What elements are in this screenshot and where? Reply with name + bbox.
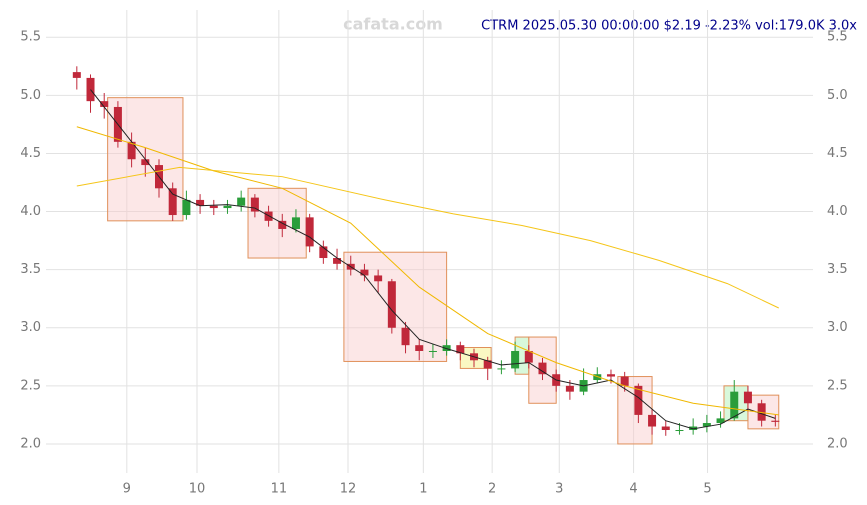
candle-body <box>196 199 205 206</box>
candle-body <box>291 217 300 229</box>
candle-body <box>730 391 739 419</box>
candle-body <box>757 403 766 421</box>
y-tick-label-right: 5.0 <box>827 88 848 103</box>
y-tick-label: 5.5 <box>20 30 41 45</box>
chart-title: CTRM 2025.05.30 00:00:00 $2.19 -2.23% vo… <box>481 19 857 34</box>
x-tick-label: 12 <box>340 482 357 497</box>
y-tick-label: 4.5 <box>20 146 41 161</box>
candle-body <box>648 414 657 427</box>
y-tick-label: 5.0 <box>20 88 41 103</box>
candle-body <box>689 426 698 431</box>
x-tick-label: 2 <box>488 482 496 497</box>
x-tick-label: 1 <box>419 482 427 497</box>
candle-body <box>538 362 547 375</box>
candle-body <box>593 374 602 381</box>
candle-body <box>305 217 314 247</box>
candle-body <box>141 159 150 166</box>
candle-body <box>250 197 259 212</box>
y-tick-label-right: 5.5 <box>827 30 848 45</box>
moving-average <box>90 89 776 430</box>
candle-body <box>72 72 81 78</box>
candle-body <box>771 420 780 422</box>
candle-body <box>428 350 437 352</box>
candle-body <box>237 197 246 206</box>
moving-average <box>76 166 779 309</box>
candle-body <box>524 350 533 363</box>
y-tick-label-right: 4.0 <box>827 204 848 219</box>
candle-body <box>264 211 273 221</box>
candle-body <box>209 205 218 209</box>
candle-body <box>620 376 629 386</box>
candle-body <box>716 418 725 424</box>
x-tick-label: 5 <box>703 482 711 497</box>
candle-body <box>661 426 670 431</box>
x-tick-label: 11 <box>271 482 288 497</box>
candle-body <box>483 360 492 369</box>
x-tick-label: 10 <box>189 482 206 497</box>
candle-body <box>743 391 752 404</box>
y-tick-label: 3.5 <box>20 262 41 277</box>
candle-body <box>223 205 232 209</box>
candle-body <box>374 275 383 282</box>
candle-body <box>702 423 711 427</box>
candle-body <box>442 345 451 351</box>
candle-body <box>634 385 643 415</box>
candle-body <box>387 281 396 328</box>
candle-body <box>456 345 465 354</box>
candle-body <box>675 430 684 432</box>
candle-body <box>606 374 615 377</box>
candle-body <box>415 345 424 351</box>
moving-average <box>76 126 779 416</box>
candle-body <box>360 269 369 276</box>
candle-body <box>168 188 177 216</box>
y-tick-label-right: 3.0 <box>827 320 848 335</box>
candle-body <box>319 246 328 259</box>
y-tick-label: 2.0 <box>20 436 41 451</box>
y-tick-label-right: 3.5 <box>827 262 848 277</box>
candle-body <box>497 368 506 370</box>
y-tick-label-right: 2.0 <box>827 436 848 451</box>
candle-body <box>511 350 520 369</box>
y-tick-label: 2.5 <box>20 378 41 393</box>
candle-body <box>333 258 342 264</box>
candle-body <box>100 101 109 107</box>
candle-body <box>182 199 191 216</box>
x-tick-label: 9 <box>123 482 131 497</box>
candle-body <box>401 327 410 346</box>
y-tick-label-right: 4.5 <box>827 146 848 161</box>
x-tick-label: 3 <box>555 482 563 497</box>
x-tick-label: 4 <box>629 482 637 497</box>
candle-body <box>127 141 136 160</box>
y-tick-label-right: 2.5 <box>827 378 848 393</box>
y-tick-label: 3.0 <box>20 320 41 335</box>
candle-body <box>278 220 287 229</box>
watermark: cafata.com <box>343 15 443 34</box>
y-tick-label: 4.0 <box>20 204 41 219</box>
candle-body <box>565 385 574 392</box>
